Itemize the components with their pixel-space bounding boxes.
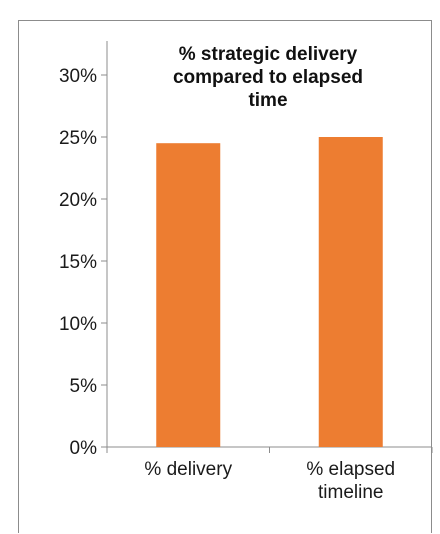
y-tick-label: 15% xyxy=(59,252,97,273)
bar xyxy=(318,137,383,447)
chart-title-line: % strategic delivery xyxy=(179,44,358,65)
y-tick-label: 5% xyxy=(70,376,98,397)
bar xyxy=(156,143,221,447)
bars xyxy=(156,137,383,447)
x-category-label: % delivery xyxy=(144,459,232,480)
y-axis: 0% 5% 10% 15% 20% 25% 30% xyxy=(59,41,108,459)
y-tick-label: 10% xyxy=(59,314,97,335)
y-tick-label: 0% xyxy=(70,438,98,459)
chart-title-line: compared to elapsed xyxy=(173,67,363,88)
x-category-label: % elapsed xyxy=(306,459,395,480)
y-tick-label: 30% xyxy=(59,66,97,87)
y-tick-label: 25% xyxy=(59,128,97,149)
x-category-label: timeline xyxy=(318,482,383,503)
chart-title-line: time xyxy=(248,90,287,111)
y-tick-label: 20% xyxy=(59,190,97,211)
